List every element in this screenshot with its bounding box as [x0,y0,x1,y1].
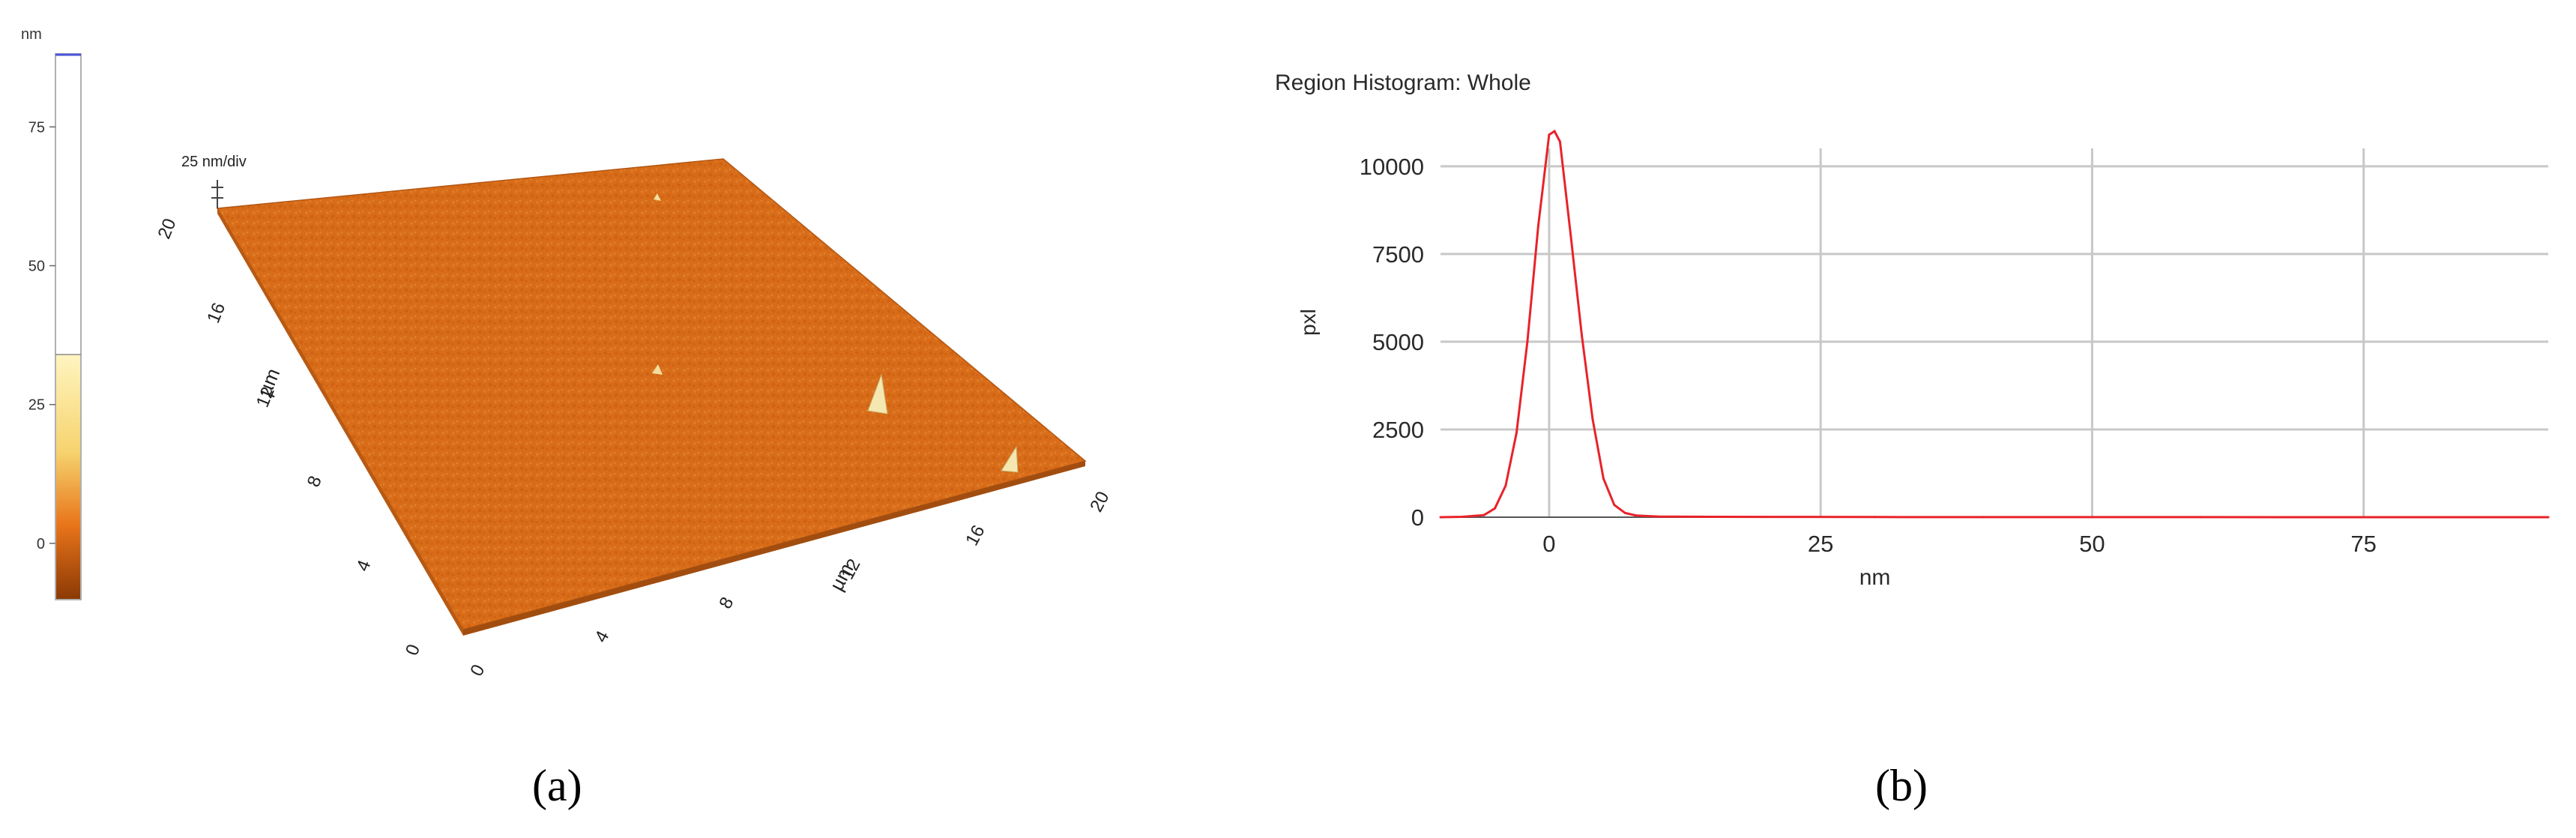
x-tick-label: 50 [2079,531,2105,557]
series-point [1553,130,1556,133]
surface-x-tick-label: 20 [1086,488,1113,515]
series-point [1613,504,1616,507]
series-point [2416,516,2419,519]
panel-b-histogram: Region Histogram: Whole 0 2500 5000 7500 100… [1274,0,2576,834]
surface-y-tick-label: 4 [352,558,375,575]
colorbar: 75 50 25 0 [28,53,82,600]
surface-y-tick-label: 0 [402,642,424,659]
grid [1441,148,2548,518]
surface-spike [867,373,888,415]
series-point [1493,507,1496,510]
y-tick-label: 5000 [1372,329,1424,355]
y-tick-label: 0 [1411,504,1424,531]
histogram-series-line [1440,129,2548,519]
surface-top-face [216,158,1087,630]
series-point [2547,516,2550,519]
panel-a-afm-surface: nm 75 50 25 0 25 nm/div 0 4 8 12 16 20 0 4 8 12 16 20 [0,0,1274,834]
colorbar-fill [56,355,80,599]
series-point [1439,516,1442,519]
series-point [1548,133,1551,136]
series-point [1591,418,1594,420]
surface-x-tick-label: 8 [715,594,737,612]
surface-spike [1001,445,1019,473]
y-axis-label: pxl [1297,309,1320,336]
surface-y-tick-label: 20 [154,216,181,242]
y-tick-label: 10000 [1360,154,1424,180]
y-tick-labels: 0 2500 5000 7500 10000 [1360,154,1424,531]
surface-spike [654,193,661,201]
surface-x-tick-label: 0 [466,661,489,679]
series-point [2090,516,2093,519]
series-point [1504,484,1507,487]
surface-spike [652,364,663,375]
series-point [1515,432,1518,435]
series-point [1765,516,1768,519]
z-scale-label: 25 nm/div [181,154,247,170]
x-axis-label: nm [1859,565,1891,590]
x-tick-label: 25 [1808,531,1833,557]
panel-a-caption: (a) [532,761,582,810]
series-point [1623,511,1626,514]
chart-title: Region Histogram: Whole [1275,70,1531,95]
series-point [1580,334,1583,337]
colorbar-unit-label: nm [21,26,42,43]
x-tick-labels: 0 25 50 75 [1542,531,2377,557]
y-tick-label: 7500 [1372,241,1424,268]
colorbar-tick-label: 0 [37,536,45,552]
series-point [1569,235,1572,238]
panel-b-caption: (b) [1875,761,1928,810]
surface-y-tick-label: 16 [203,300,229,326]
surface-x-tick-label: 4 [591,627,613,645]
series-point [2199,516,2202,519]
series-point [1526,340,1529,343]
series-point [1536,224,1539,227]
x-tick-label: 0 [1542,531,1555,557]
colorbar-tick-label: 25 [28,397,45,414]
surface-x-tick-label: 16 [962,522,989,549]
series-point [1461,516,1464,519]
colorbar-tick-label: 50 [28,259,45,275]
surface-left-edge [217,208,463,636]
series-point [1710,516,1713,519]
surface-front-edge [463,461,1085,636]
series-point [1558,140,1561,143]
series-point [1482,513,1485,516]
y-tick-label: 2500 [1372,417,1424,443]
histogram-chart: Region Histogram: Whole 0 2500 5000 7500 100… [1275,70,2550,810]
series-point [1656,515,1659,518]
x-tick-label: 75 [2350,531,2376,557]
series-point [1874,516,1877,519]
series-point [1602,477,1605,480]
series-point [1635,514,1638,517]
colorbar-tick-label: 75 [28,119,45,136]
series-point [1982,516,1985,519]
series-point [2308,516,2311,519]
surface-y-tick-label: 8 [304,473,326,490]
